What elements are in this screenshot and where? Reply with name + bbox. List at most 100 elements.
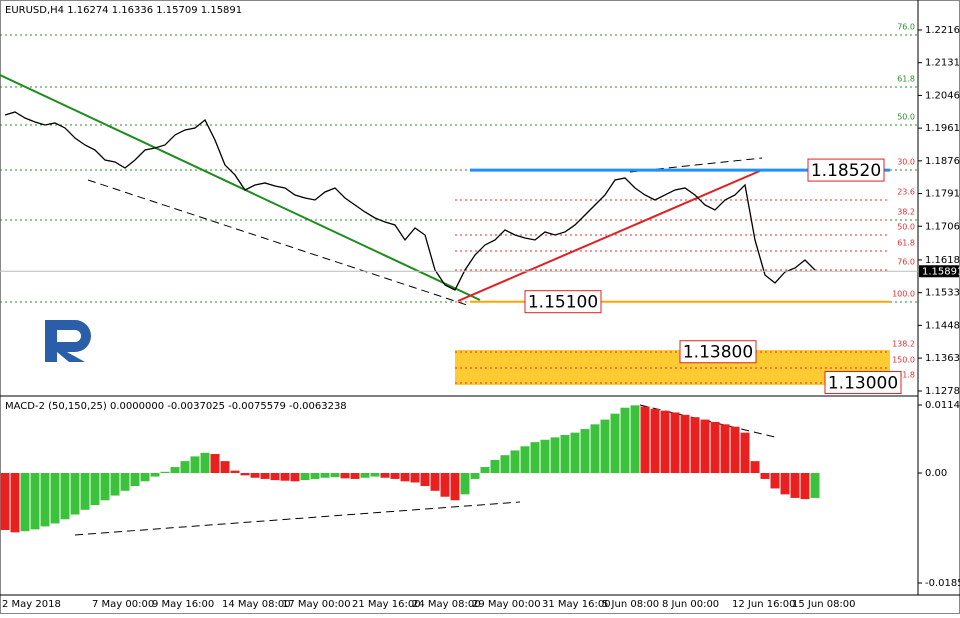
dashed-line xyxy=(629,157,763,173)
x-tick-label: 21 May 16:00 xyxy=(352,599,421,610)
level-label: 30.0 xyxy=(897,158,915,167)
histogram-bar xyxy=(170,467,180,473)
chart-title: EURUSD,H4 1.16274 1.16336 1.15709 1.1589… xyxy=(5,5,242,16)
histogram-bar xyxy=(560,435,570,473)
histogram-bar xyxy=(730,426,740,473)
histogram-bar xyxy=(290,473,300,482)
price-label-box xyxy=(807,158,885,182)
histogram-bar xyxy=(460,473,470,495)
histogram-bar xyxy=(320,473,330,478)
histogram-bar xyxy=(140,473,150,482)
histogram-bar xyxy=(770,473,780,489)
histogram-bar xyxy=(710,421,720,473)
histogram-bar xyxy=(750,461,760,473)
histogram-bar xyxy=(210,454,220,473)
histogram-bar xyxy=(550,437,560,473)
level-label: 138.2 xyxy=(892,339,915,348)
histogram-bar xyxy=(740,432,750,473)
histogram-bar xyxy=(520,446,530,473)
histogram-bar xyxy=(660,410,670,473)
histogram-bar xyxy=(800,473,810,500)
y-tick-label: 1.17060 xyxy=(925,221,960,232)
histogram-bar xyxy=(690,417,700,473)
histogram-bar xyxy=(160,471,170,473)
x-tick-label: 7 May 00:00 xyxy=(92,599,154,610)
histogram-bar xyxy=(720,424,730,473)
histogram-bar xyxy=(340,473,350,479)
histogram-bar xyxy=(150,473,160,477)
histogram-bar xyxy=(400,473,410,482)
x-tick-label: 17 May 00:00 xyxy=(282,599,351,610)
x-tick-label: 9 May 16:00 xyxy=(152,599,214,610)
last-price-box xyxy=(919,265,959,278)
dashed-line xyxy=(87,179,471,307)
histogram-bar xyxy=(490,459,500,473)
x-tick-label: 12 Jun 16:00 xyxy=(732,599,796,610)
price-label-box xyxy=(679,340,757,364)
y-tick-label: 0.011456 xyxy=(925,400,960,411)
histogram-bar xyxy=(700,419,710,473)
histogram-bar xyxy=(60,473,70,520)
histogram-bar xyxy=(580,429,590,473)
y-tick-label: 1.21310 xyxy=(925,58,960,69)
x-tick-label: 31 May 16:00 xyxy=(542,599,611,610)
price-label: 1.15100 xyxy=(528,293,598,313)
histogram-bar xyxy=(40,473,50,527)
histogram-bar xyxy=(260,473,270,479)
y-tick-label: 1.12780 xyxy=(925,386,960,397)
level-label: 76.0 xyxy=(897,257,915,266)
histogram-bar xyxy=(330,473,340,478)
histogram-bar xyxy=(280,473,290,481)
histogram-bar xyxy=(0,473,10,530)
histogram-bar xyxy=(670,412,680,473)
histogram-bar xyxy=(620,407,630,473)
y-tick-label: 1.13635 xyxy=(925,353,960,364)
indicator-title: MACD-2 (50,150,25) 0.0000000 -0.0037025 … xyxy=(5,401,347,412)
histogram-bar xyxy=(680,414,690,473)
histogram-bar xyxy=(510,450,520,473)
histogram-bar xyxy=(380,473,390,478)
trend-line xyxy=(0,74,481,301)
histogram-bar xyxy=(220,461,230,473)
histogram-bar xyxy=(650,408,660,473)
histogram-bar xyxy=(270,473,280,481)
level-label: 38.2 xyxy=(897,207,915,216)
histogram-bar xyxy=(540,439,550,473)
histogram-bar xyxy=(300,473,310,481)
histogram-bar xyxy=(430,473,440,491)
histogram-bar xyxy=(370,473,380,477)
histogram-bar xyxy=(480,467,490,473)
level-label: 150.0 xyxy=(892,355,915,364)
level-label: 76.0 xyxy=(897,22,915,31)
histogram-bar xyxy=(90,473,100,506)
x-tick-label: 2 May 2018 xyxy=(2,599,61,610)
price-line xyxy=(4,111,816,291)
histogram-bar xyxy=(810,473,820,498)
histogram-bar xyxy=(80,473,90,510)
histogram-bar xyxy=(70,473,80,515)
y-tick-label: 1.19610 xyxy=(925,123,960,134)
histogram-bar xyxy=(50,473,60,524)
level-label: 50.0 xyxy=(897,112,915,121)
histogram-bar xyxy=(590,424,600,473)
level-label: 61.8 xyxy=(897,238,915,247)
price-label: 1.18520 xyxy=(811,161,881,181)
histogram-bar xyxy=(640,406,650,473)
histogram-bar xyxy=(240,473,250,476)
x-tick-label: 8 Jun 00:00 xyxy=(662,599,719,610)
histogram-bar xyxy=(200,452,210,473)
histogram-bar xyxy=(100,473,110,501)
histogram-bar xyxy=(500,455,510,473)
price-label-box xyxy=(824,371,902,395)
histogram-bar xyxy=(420,473,430,487)
y-tick-label: 1.17910 xyxy=(925,189,960,200)
histogram-bar xyxy=(130,473,140,487)
y-tick-label: 1.16185 xyxy=(925,255,960,266)
histogram-bar xyxy=(180,461,190,473)
y-tick-label: -0.018533 xyxy=(925,578,960,589)
histogram-bar xyxy=(250,473,260,478)
y-tick-label: 1.20460 xyxy=(925,90,960,101)
histogram-bar xyxy=(470,473,480,479)
